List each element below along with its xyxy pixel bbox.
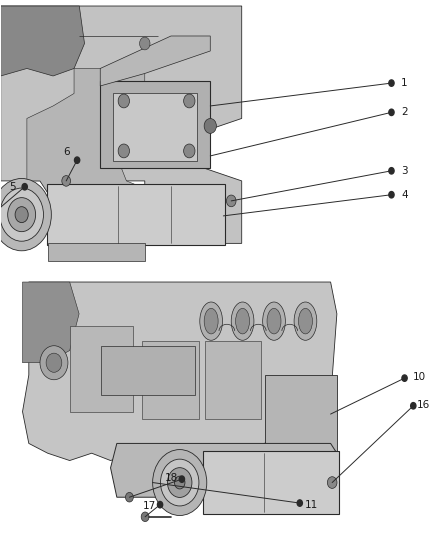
Circle shape — [184, 94, 195, 108]
Ellipse shape — [263, 302, 286, 340]
Circle shape — [125, 492, 133, 502]
Text: 6: 6 — [63, 147, 70, 157]
Circle shape — [402, 375, 407, 381]
Ellipse shape — [267, 309, 281, 334]
Ellipse shape — [294, 302, 317, 340]
Circle shape — [389, 191, 394, 198]
FancyBboxPatch shape — [70, 326, 133, 411]
Circle shape — [174, 476, 185, 489]
Circle shape — [411, 402, 416, 409]
Circle shape — [152, 450, 207, 515]
Circle shape — [15, 207, 28, 223]
Circle shape — [0, 179, 51, 251]
Circle shape — [327, 477, 337, 488]
FancyBboxPatch shape — [113, 93, 197, 161]
FancyBboxPatch shape — [101, 345, 195, 394]
Circle shape — [389, 80, 394, 86]
Circle shape — [167, 467, 192, 497]
Circle shape — [226, 195, 236, 207]
Ellipse shape — [231, 302, 254, 340]
Polygon shape — [110, 443, 337, 497]
FancyBboxPatch shape — [142, 341, 198, 419]
Text: 10: 10 — [413, 372, 426, 382]
Polygon shape — [22, 282, 337, 461]
Polygon shape — [1, 6, 242, 244]
Circle shape — [0, 188, 43, 241]
Circle shape — [141, 512, 149, 522]
Circle shape — [118, 94, 130, 108]
FancyBboxPatch shape — [265, 375, 337, 453]
Text: 3: 3 — [401, 166, 408, 176]
Text: 2: 2 — [401, 107, 408, 117]
Circle shape — [62, 175, 71, 186]
Circle shape — [22, 183, 27, 190]
Circle shape — [389, 109, 394, 116]
Text: 18: 18 — [164, 473, 177, 482]
Ellipse shape — [200, 302, 223, 340]
Ellipse shape — [236, 309, 250, 334]
Text: 5: 5 — [10, 182, 16, 192]
FancyBboxPatch shape — [46, 184, 225, 245]
FancyBboxPatch shape — [205, 341, 261, 419]
Text: 16: 16 — [417, 400, 430, 410]
Circle shape — [157, 502, 162, 508]
Circle shape — [179, 476, 184, 482]
Text: 11: 11 — [305, 499, 318, 510]
Circle shape — [389, 167, 394, 174]
Polygon shape — [22, 282, 79, 363]
Ellipse shape — [298, 309, 312, 334]
FancyBboxPatch shape — [100, 81, 210, 168]
Circle shape — [46, 353, 62, 372]
Ellipse shape — [204, 309, 218, 334]
Circle shape — [184, 144, 195, 158]
Circle shape — [160, 459, 199, 506]
Text: 1: 1 — [401, 78, 408, 88]
Circle shape — [74, 157, 80, 164]
Text: 4: 4 — [401, 190, 408, 200]
Text: 17: 17 — [142, 500, 156, 511]
Polygon shape — [100, 36, 210, 86]
Circle shape — [297, 500, 302, 506]
Circle shape — [140, 37, 150, 50]
Circle shape — [8, 198, 35, 232]
FancyBboxPatch shape — [203, 451, 339, 514]
Circle shape — [204, 118, 216, 133]
Polygon shape — [27, 68, 145, 244]
Circle shape — [118, 144, 130, 158]
Polygon shape — [1, 6, 85, 76]
Circle shape — [40, 346, 68, 379]
Polygon shape — [48, 244, 145, 261]
